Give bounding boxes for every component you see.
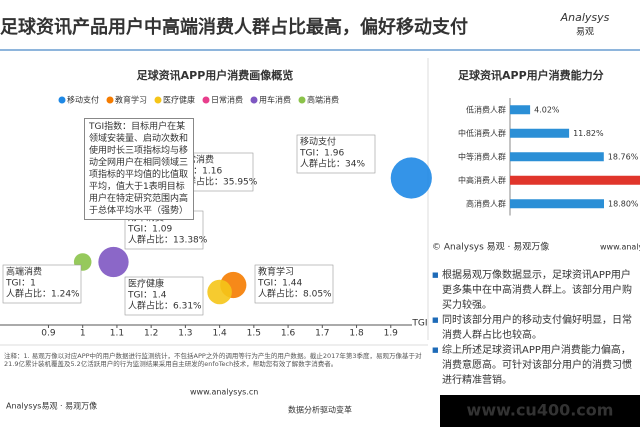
bubble-share: 人群占比：13.38% xyxy=(128,234,208,246)
legend-swatch xyxy=(106,96,114,104)
x-tick-label: 1 xyxy=(80,329,86,339)
value-label: 18.80% xyxy=(608,199,639,208)
bullet: 根据易观万像数据显示，足球资讯APP用户更多集中在中高消费人群上。该部分用户购买… xyxy=(432,268,638,313)
chart-title: 足球资讯APP用户消费能力分 xyxy=(458,68,604,82)
right-url: www.analysys.cn xyxy=(600,243,640,252)
legend-label: 用车消费 xyxy=(259,95,291,105)
x-tick-label: 1.1 xyxy=(110,329,124,339)
bar xyxy=(510,152,604,162)
bar xyxy=(510,175,640,185)
bubble xyxy=(207,279,232,305)
x-tick-label: 1.2 xyxy=(144,329,158,339)
footer-url: www.analysys.cn xyxy=(190,388,258,397)
bubble-tgi: TGI：1.96 xyxy=(299,149,344,159)
y-tick-label: 中高消费人群 xyxy=(458,175,506,185)
bubble-label-box xyxy=(296,134,376,174)
legend-label: 医疗健康 xyxy=(163,95,195,105)
header-bg xyxy=(0,0,640,48)
bubble xyxy=(390,157,432,199)
tgi-note: TGI指数：目标用户在某领域安装量、启动次数和使用时长三项指标均与移动全网用户在… xyxy=(84,118,194,220)
bubble-name: 教育学习 xyxy=(258,266,294,278)
bubble-share: 人群占比：6.31% xyxy=(128,300,202,312)
logo: Analysys xyxy=(560,11,610,24)
bullets: 根据易观万像数据显示，足球资讯APP用户更多集中在中高消费人群上。该部分用户购买… xyxy=(432,268,638,388)
bubble-name: 高端消费 xyxy=(6,266,42,278)
value-label: 11.82% xyxy=(573,129,604,138)
bar xyxy=(510,105,531,115)
x-tick-label: 0.9 xyxy=(41,329,56,339)
bubble-share: 人群占比：34% xyxy=(300,158,365,170)
x-tick-label: 1.4 xyxy=(212,329,227,339)
watermark: www.cu400.com xyxy=(467,401,614,420)
bar xyxy=(510,128,570,138)
legend-label: 日常消费 xyxy=(211,95,243,105)
legend-label: 移动支付 xyxy=(67,95,99,105)
x-tick-label: 1.6 xyxy=(281,329,296,339)
y-tick-label: 高消费人群 xyxy=(466,198,506,208)
bubble-label-box xyxy=(2,264,82,304)
bubble-label-box xyxy=(124,276,204,316)
value-label: 18.76% xyxy=(608,152,639,161)
value-label: 4.02% xyxy=(534,105,560,114)
bubble-tgi: TGI：1.09 xyxy=(127,225,172,235)
y-tick-label: 中等消费人群 xyxy=(458,151,506,161)
bubble-share: 人群占比：1.24% xyxy=(6,288,80,300)
x-tick-label: 1.7 xyxy=(315,329,329,339)
bubble-name: 医疗健康 xyxy=(128,278,164,290)
bubble-label-box xyxy=(254,264,334,304)
x-tick-label: 1.5 xyxy=(247,329,261,339)
x-tick-label: 1.8 xyxy=(349,329,364,339)
legend-swatch xyxy=(58,96,66,104)
bubble-tgi: TGI：1.16 xyxy=(177,167,222,177)
bullet: 综上所述足球资讯APP用户消费能力偏高，消费意愿高。可针对该部分用户的消费习惯进… xyxy=(432,343,638,388)
x-tick-label: 1.9 xyxy=(384,329,399,339)
legend-swatch xyxy=(154,96,162,104)
footer-brand: Analysys易观 · 易观万像 xyxy=(6,401,97,411)
bubble-tgi: TGI：1 xyxy=(5,279,36,289)
logo-cn: 易观 xyxy=(576,27,594,38)
legend-swatch xyxy=(250,96,258,104)
right-credit: © Analysys 易观 · 易观万像 xyxy=(432,241,549,253)
legend-swatch xyxy=(202,96,210,104)
bubble-tgi: TGI：1.4 xyxy=(127,291,167,301)
footer-slogan: 数据分析驱动变革 xyxy=(288,405,352,415)
bar xyxy=(510,199,604,209)
bubble xyxy=(98,246,129,278)
source-note: 注释：1. 易观万像以对应APP中的用户数据进行监测统计，不包括APP之外的调用… xyxy=(4,352,422,368)
legend-label: 教育学习 xyxy=(115,95,147,105)
x-axis-label: TGI xyxy=(411,319,427,329)
bullet: 同时该部分用户的移动支付偏好明显，日常消费人群占比也较高。 xyxy=(432,313,638,343)
bubble-share: 人群占比：35.95% xyxy=(178,176,258,188)
x-tick-label: 1.3 xyxy=(178,329,192,339)
page-title: 足球资讯产品用户中高端消费人群占比最高，偏好移动支付 xyxy=(0,16,468,38)
watermark-bg xyxy=(440,395,640,427)
bubble-name: 移动支付 xyxy=(300,136,336,148)
legend-label: 高端消费 xyxy=(307,95,339,105)
y-tick-label: 低消费人群 xyxy=(466,104,506,114)
bubble-share: 人群占比：8.05% xyxy=(258,288,332,300)
legend-swatch xyxy=(298,96,306,104)
y-tick-label: 中低消费人群 xyxy=(458,128,506,138)
chart-title: 足球资讯APP用户消费画像概览 xyxy=(137,68,294,82)
bubble-tgi: TGI：1.44 xyxy=(257,279,302,289)
